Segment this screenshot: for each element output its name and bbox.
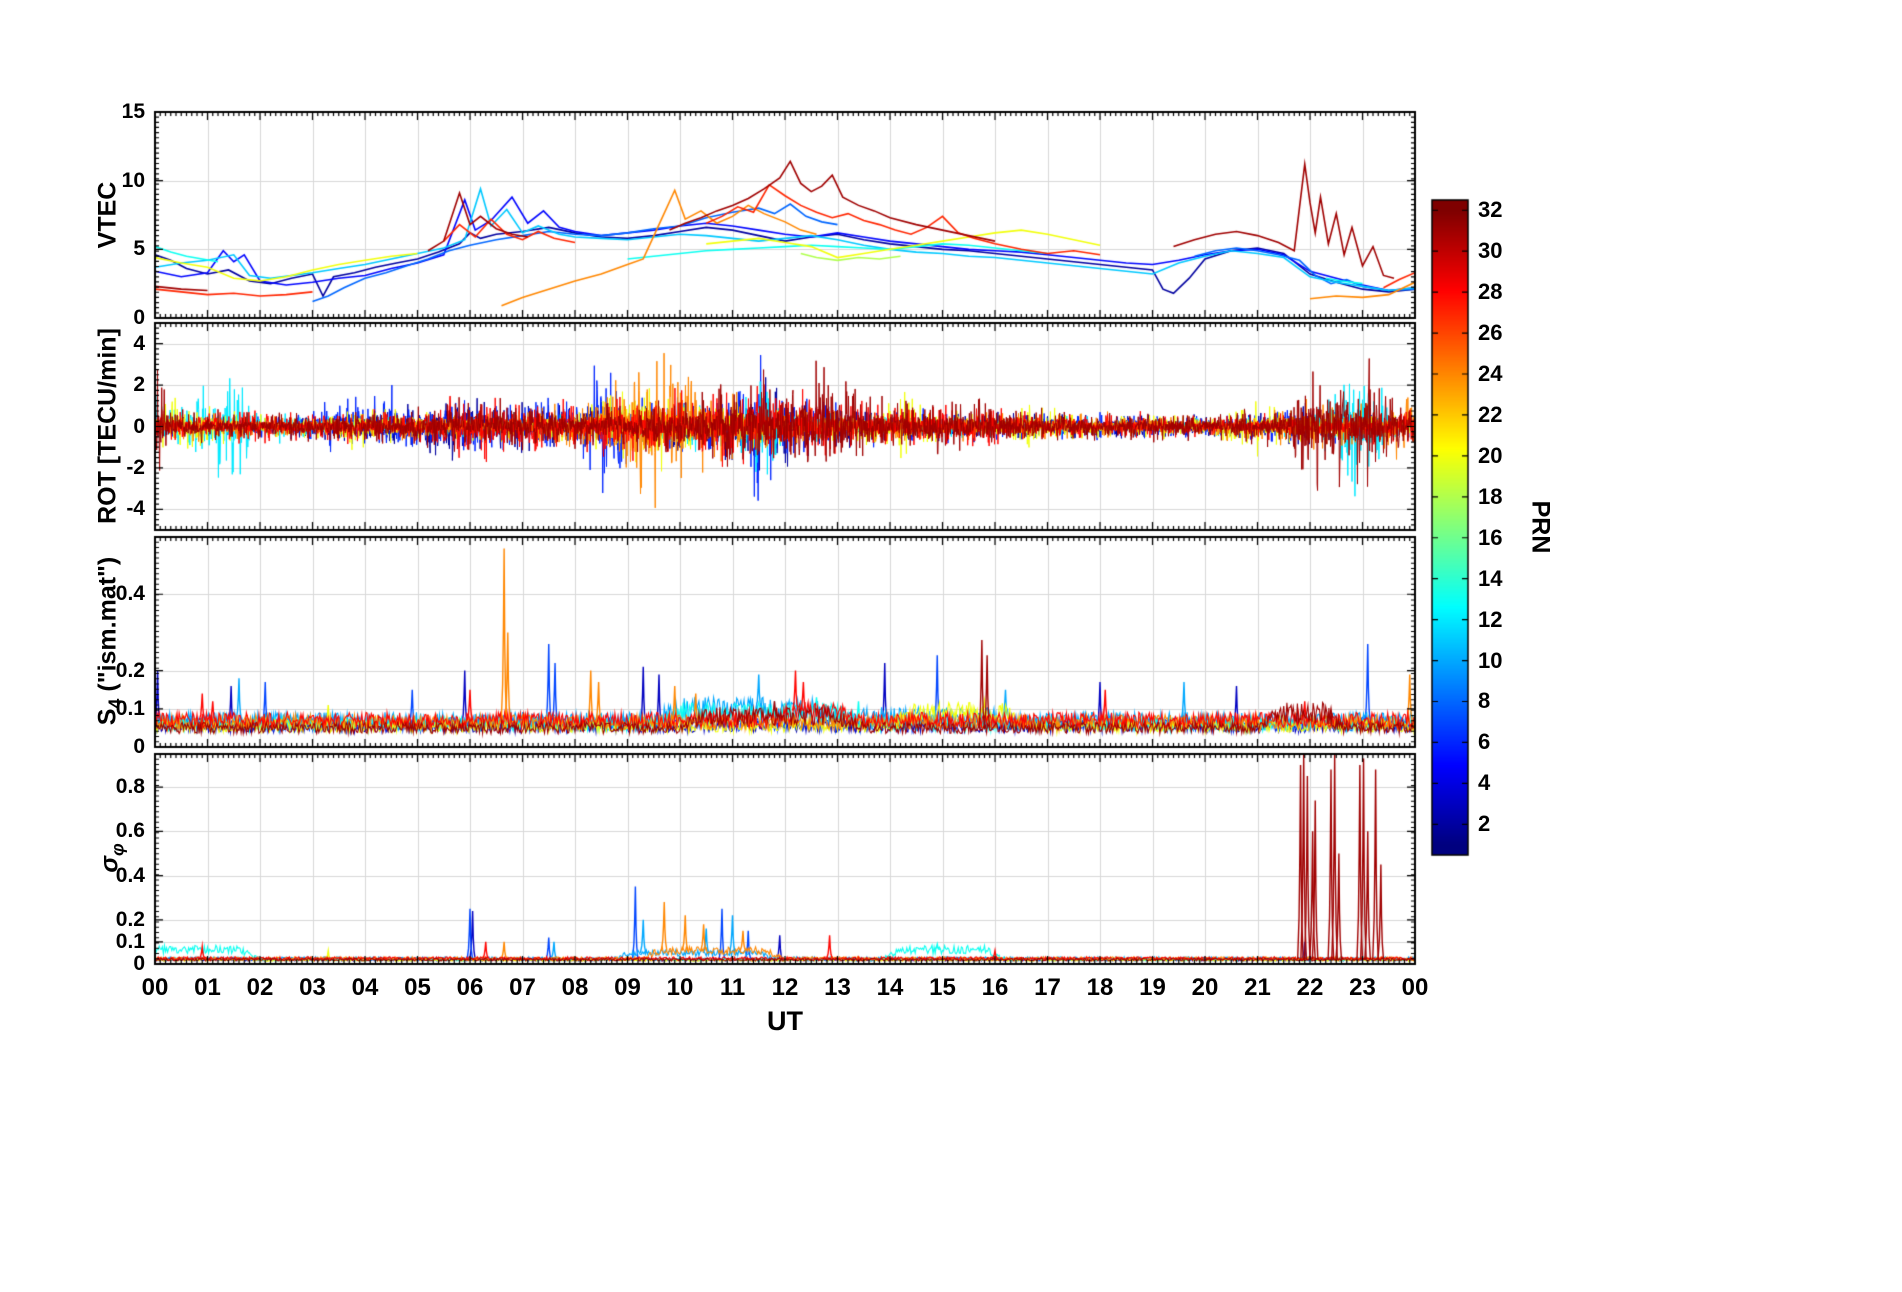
ylabel-vtec: VTEC [94, 182, 127, 249]
ylabel-rot: ROT [TECU/min] [94, 328, 127, 524]
ylabel-s4: S4 ("ism.mat") [94, 557, 127, 726]
ylabel-s4-sub: 4 [105, 698, 126, 709]
xlabel-ut: UT [767, 1006, 803, 1036]
ylabel-s4-text: S [93, 708, 122, 726]
ylabel-rot-text: ROT [TECU/min] [93, 328, 122, 524]
ylabel-sigma-phi: σφ [96, 843, 129, 872]
colorbar-label: PRN [1526, 500, 1555, 554]
ylabel-s4-post: ("ism.mat") [93, 556, 122, 699]
ylabel-sigma-sub: φ [107, 843, 128, 857]
ylabel-vtec-text: VTEC [93, 181, 122, 249]
ylabel-sigma-text: σ [95, 856, 124, 873]
